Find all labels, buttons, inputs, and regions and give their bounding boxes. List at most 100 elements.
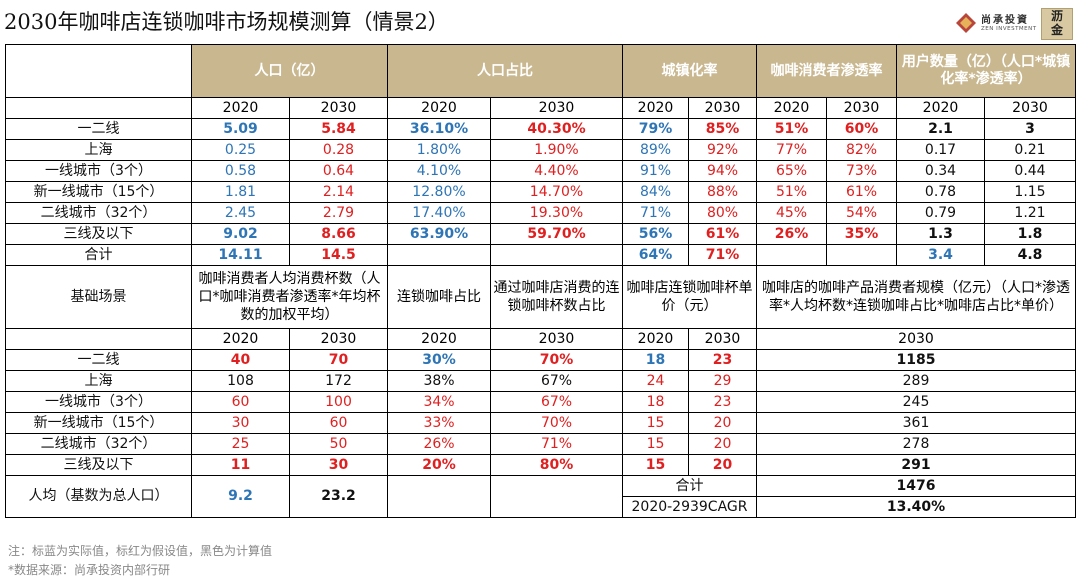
page-title: 2030年咖啡店连锁咖啡市场规模测算（情景2） [4, 10, 449, 34]
year: 2020 [622, 328, 689, 350]
cell: 23 [688, 391, 757, 413]
row-label: 一二线 [5, 349, 192, 371]
year: 2020 [191, 328, 290, 350]
year: 2030 [289, 328, 388, 350]
row-label: 一线城市（3个） [5, 391, 192, 413]
cell: 60 [289, 412, 388, 434]
cell: 289 [756, 370, 1076, 392]
cell: 0.25 [191, 139, 290, 161]
t1-header-urbanization: 城镇化率 [622, 44, 757, 98]
cell: 14.11 [191, 244, 290, 266]
cell: 0.44 [984, 160, 1076, 182]
table-row-total: 合计 14.11 14.5 64% 71% 3.4 4.8 [5, 244, 1076, 266]
cell [490, 475, 623, 518]
cell: 1.21 [984, 202, 1076, 224]
cell: 3 [984, 118, 1076, 140]
cell: 0.28 [289, 139, 388, 161]
t2-header-cups: 咖啡消费者人均消费杯数（人口*咖啡消费者渗透率*年均杯数的加权平均） [191, 265, 388, 329]
cell: 4.40% [490, 160, 623, 182]
logo-mark-icon [956, 13, 976, 33]
year: 2030 [984, 97, 1076, 119]
table-row-cagr: 2020-2939CAGR 13.40% [6, 496, 1076, 518]
year: 2030 [688, 328, 757, 350]
table-row: 二线城市（32个） 2.45 2.79 17.40% 19.30% 71% 80% 4… [5, 202, 1076, 224]
cell: 1185 [756, 349, 1076, 371]
year: 2030 [826, 97, 897, 119]
cell: 67% [490, 370, 623, 392]
market-table: 人口（亿） 人口占比 城镇化率 咖啡消费者渗透率 用户数量（亿）（人口*城镇化率… [5, 44, 1076, 518]
cell: 15 [622, 412, 689, 434]
t1-corner [5, 44, 192, 98]
cell: 14.70% [490, 181, 623, 203]
t1-header-row: 人口（亿） 人口占比 城镇化率 咖啡消费者渗透率 用户数量（亿）（人口*城镇化率… [5, 44, 1076, 98]
cell: 51% [756, 181, 827, 203]
cell: 5.84 [289, 118, 388, 140]
cell: 54% [826, 202, 897, 224]
cell: 278 [756, 433, 1076, 455]
cell: 94% [688, 160, 757, 182]
table-row: 新一线城市（15个） 1.81 2.14 12.80% 14.70% 84% 88% … [5, 181, 1076, 203]
cell: 20% [387, 454, 491, 476]
table-row: 三线及以下 11 30 20% 80% 15 20 291 [5, 454, 1076, 476]
t1-header-users: 用户数量（亿）（人口*城镇化率*渗透率） [896, 44, 1076, 98]
note-source: *数据来源：尚承投资内部行研 [8, 563, 171, 577]
cell: 18 [622, 391, 689, 413]
cell: 245 [756, 391, 1076, 413]
cell: 1.8 [984, 223, 1076, 245]
logo-seal: 沥金 [1041, 8, 1073, 40]
row-label: 一线城市（3个） [5, 160, 192, 182]
cell: 2.1 [896, 118, 985, 140]
t1-header-penetration: 咖啡消费者渗透率 [756, 44, 897, 98]
cell: 80% [490, 454, 623, 476]
cell: 20 [688, 412, 757, 434]
row-label: 人均（基数为总人口） [5, 475, 192, 518]
year: 2030 [688, 97, 757, 119]
cell: 73% [826, 160, 897, 182]
t1-year-row: 2020 2030 2020 2030 2020 2030 2020 2030 2020… [5, 97, 1076, 119]
note-legend: 注：标蓝为实际值，标红为假设值，黑色为计算值 [8, 544, 273, 558]
row-label: 二线城市（32个） [5, 202, 192, 224]
year: 2020 [896, 97, 985, 119]
cell: 0.78 [896, 181, 985, 203]
cell: 15 [622, 454, 689, 476]
row-label: 上海 [5, 370, 192, 392]
cell: 71% [622, 202, 689, 224]
logo: 尚承投資 ZEN INVESTMENT 沥金 [955, 8, 1075, 40]
cell: 77% [756, 139, 827, 161]
cell: 71% [688, 244, 757, 266]
t2-header-row: 基础场景 咖啡消费者人均消费杯数（人口*咖啡消费者渗透率*年均杯数的加权平均） … [5, 265, 1076, 329]
cagr-value: 13.40% [756, 496, 1076, 518]
cell: 85% [688, 118, 757, 140]
cell: 64% [622, 244, 689, 266]
cell: 40 [191, 349, 290, 371]
cell: 63.90% [387, 223, 491, 245]
cell: 29 [688, 370, 757, 392]
cell: 19.30% [490, 202, 623, 224]
cell: 20 [688, 433, 757, 455]
cell: 4.8 [984, 244, 1076, 266]
cell: 40.30% [490, 118, 623, 140]
cell: 361 [756, 412, 1076, 434]
table-row: 上海 0.25 0.28 1.80% 1.90% 89% 92% 77% 82% 0.1… [5, 139, 1076, 161]
cell: 1.15 [984, 181, 1076, 203]
cell: 80% [688, 202, 757, 224]
cell: 9.2 [191, 475, 290, 518]
cell: 100 [289, 391, 388, 413]
cell: 60 [191, 391, 290, 413]
cell: 36.10% [387, 118, 491, 140]
cell: 56% [622, 223, 689, 245]
cell: 91% [622, 160, 689, 182]
row-label: 合计 [5, 244, 192, 266]
cell: 15 [622, 433, 689, 455]
cell: 38% [387, 370, 491, 392]
cell: 14.5 [289, 244, 388, 266]
logo-en: ZEN INVESTMENT [981, 26, 1037, 32]
cell: 0.21 [984, 139, 1076, 161]
cell: 50 [289, 433, 388, 455]
row-label: 三线及以下 [5, 454, 192, 476]
cell: 60% [826, 118, 897, 140]
t2-header-chain-share: 连锁咖啡占比 [387, 265, 491, 329]
cell: 1.3 [896, 223, 985, 245]
cell: 11 [191, 454, 290, 476]
cell: 20 [688, 454, 757, 476]
